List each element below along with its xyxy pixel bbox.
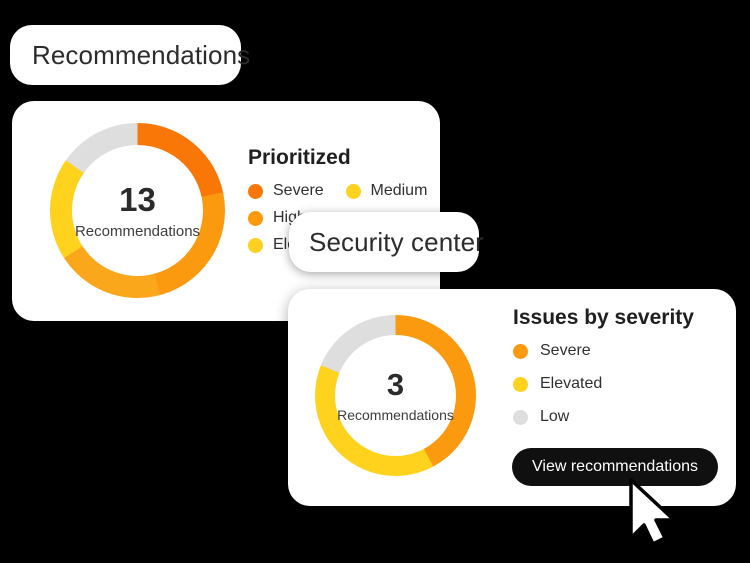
donut-center: 13 Recommendations	[72, 145, 203, 276]
legend-rows: Severe Elevated Low	[513, 342, 728, 441]
prioritized-donut-chart: 13 Recommendations	[50, 123, 225, 298]
issues-legend: Issues by severity Severe Elevated Low	[513, 307, 728, 441]
legend-item-label: Low	[540, 408, 570, 425]
legend-item-medium[interactable]: Medium	[345, 182, 441, 200]
low-dot-icon	[513, 409, 528, 425]
donut-count-label: Recommendations	[337, 407, 454, 423]
elevated-dot-icon	[513, 376, 528, 392]
severe-dot-icon	[513, 343, 528, 359]
pill-label-text: Security center	[309, 226, 484, 257]
donut-count-value: 3	[386, 367, 405, 402]
medium-dot-icon	[345, 183, 361, 199]
issues-donut-chart: 3 Recommendations	[315, 315, 476, 476]
legend-item-severe[interactable]: Severe	[248, 182, 346, 200]
view-recommendations-button[interactable]: View recommendations	[512, 448, 719, 486]
legend-title: Issues by severity	[513, 306, 694, 329]
legend-item-label: Severe	[273, 182, 324, 199]
issues-by-severity-card: 3 Recommendations Issues by severity Sev…	[288, 289, 736, 506]
elevated-dot-icon	[248, 237, 263, 253]
donut-count-value: 13	[119, 180, 156, 218]
recommendations-pill-label[interactable]: Recommendations	[10, 25, 250, 85]
prioritized-card: 13 Recommendations Prioritized Severe Me…	[12, 101, 440, 321]
security-center-pill-label[interactable]: Security center	[289, 212, 484, 272]
donut-count-label: Recommendations	[74, 222, 201, 240]
legend-item-label: Medium	[370, 182, 428, 199]
legend-item-label: Severe	[540, 342, 591, 359]
severe-dot-icon	[248, 183, 263, 199]
pill-label-text: Recommendations	[32, 39, 251, 70]
high-dot-icon	[248, 210, 263, 226]
legend-item-label: Elevated	[540, 375, 603, 392]
legend-item-severe[interactable]: Severe	[513, 342, 728, 360]
donut-center: 3 Recommendations	[335, 335, 456, 456]
legend-item-elevated[interactable]: Elevated	[513, 375, 728, 393]
legend-title: Prioritized	[248, 146, 351, 169]
legend-item-low[interactable]: Low	[513, 408, 728, 426]
